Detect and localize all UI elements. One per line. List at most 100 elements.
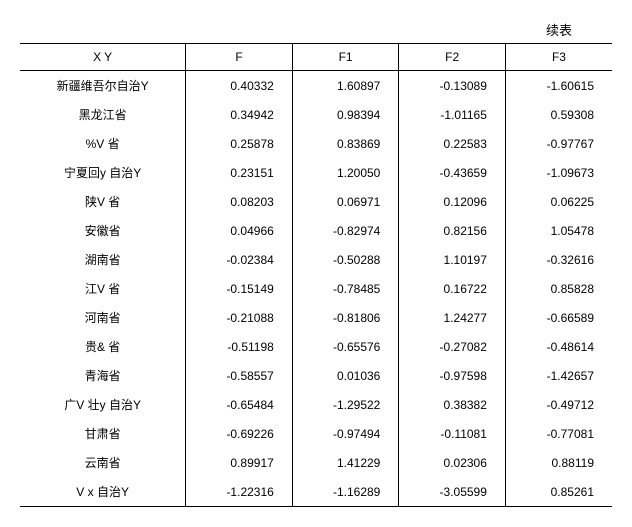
row-label: 河南省 xyxy=(20,303,186,332)
table-row: 甘肃省-0.69226-0.97494-0.11081-0.77081 xyxy=(20,419,612,448)
table-row: 湖南省-0.02384-0.502881.10197-0.32616 xyxy=(20,245,612,274)
row-label: 陕V 省 xyxy=(20,187,186,216)
table-row: 宁夏回y 自治Y0.231511.20050-0.43659-1.09673 xyxy=(20,158,612,187)
row-label: 湖南省 xyxy=(20,245,186,274)
row-value: -0.43659 xyxy=(399,158,506,187)
col-header-f2: F2 xyxy=(399,44,506,71)
row-value: -0.27082 xyxy=(399,332,506,361)
row-value: -0.97767 xyxy=(505,129,612,158)
table-row: 云南省0.899171.412290.023060.88119 xyxy=(20,448,612,477)
row-value: -0.97494 xyxy=(292,419,399,448)
row-label: 江V 省 xyxy=(20,274,186,303)
row-value: -1.42657 xyxy=(505,361,612,390)
table-row: 河南省-0.21088-0.818061.24277-0.66589 xyxy=(20,303,612,332)
row-value: -0.11081 xyxy=(399,419,506,448)
row-value: -1.60615 xyxy=(505,71,612,101)
row-label: 青海省 xyxy=(20,361,186,390)
row-value: -1.01165 xyxy=(399,100,506,129)
row-label: 安徽省 xyxy=(20,216,186,245)
table-row: 新疆维吾尔自治Y0.403321.60897-0.13089-1.60615 xyxy=(20,71,612,101)
row-value: -0.49712 xyxy=(505,390,612,419)
row-value: 1.10197 xyxy=(399,245,506,274)
table-caption: 续表 xyxy=(20,20,612,39)
table-row: 安徽省0.04966-0.829740.821561.05478 xyxy=(20,216,612,245)
row-label: 宁夏回y 自治Y xyxy=(20,158,186,187)
row-value: 1.05478 xyxy=(505,216,612,245)
row-value: -0.21088 xyxy=(186,303,293,332)
row-value: 0.08203 xyxy=(186,187,293,216)
row-value: -0.50288 xyxy=(292,245,399,274)
row-value: -1.16289 xyxy=(292,477,399,507)
row-value: -1.22316 xyxy=(186,477,293,507)
row-label: V x 自治Y xyxy=(20,477,186,507)
row-label: 云南省 xyxy=(20,448,186,477)
row-value: 0.23151 xyxy=(186,158,293,187)
row-value: 1.60897 xyxy=(292,71,399,101)
row-value: -0.48614 xyxy=(505,332,612,361)
row-value: 1.24277 xyxy=(399,303,506,332)
col-header-f1: F1 xyxy=(292,44,399,71)
table-row: 青海省-0.585570.01036-0.97598-1.42657 xyxy=(20,361,612,390)
row-value: 0.38382 xyxy=(399,390,506,419)
row-value: 0.06971 xyxy=(292,187,399,216)
data-table: X Y F F1 F2 F3 新疆维吾尔自治Y0.403321.60897-0.… xyxy=(20,43,612,507)
row-value: -0.51198 xyxy=(186,332,293,361)
table-row: %V 省0.258780.838690.22583-0.97767 xyxy=(20,129,612,158)
row-value: 0.85261 xyxy=(505,477,612,507)
row-value: 0.89917 xyxy=(186,448,293,477)
row-value: -3.05599 xyxy=(399,477,506,507)
row-value: 0.16722 xyxy=(399,274,506,303)
row-value: -0.66589 xyxy=(505,303,612,332)
row-value: 0.82156 xyxy=(399,216,506,245)
row-value: -0.77081 xyxy=(505,419,612,448)
row-value: -0.58557 xyxy=(186,361,293,390)
row-value: -0.02384 xyxy=(186,245,293,274)
col-header-f: F xyxy=(186,44,293,71)
row-value: 0.40332 xyxy=(186,71,293,101)
row-value: 0.01036 xyxy=(292,361,399,390)
row-value: 1.20050 xyxy=(292,158,399,187)
header-row: X Y F F1 F2 F3 xyxy=(20,44,612,71)
table-row: 江V 省-0.15149-0.784850.167220.85828 xyxy=(20,274,612,303)
table-row: 广V 壮y 自治Y-0.65484-1.295220.38382-0.49712 xyxy=(20,390,612,419)
row-value: -0.32616 xyxy=(505,245,612,274)
row-value: 0.98394 xyxy=(292,100,399,129)
row-value: -0.82974 xyxy=(292,216,399,245)
col-header-name: X Y xyxy=(20,44,186,71)
table-row: 黑龙江省0.349420.98394-1.011650.59308 xyxy=(20,100,612,129)
row-value: 0.88119 xyxy=(505,448,612,477)
row-value: -0.15149 xyxy=(186,274,293,303)
row-value: -0.97598 xyxy=(399,361,506,390)
row-value: 0.04966 xyxy=(186,216,293,245)
row-value: 0.02306 xyxy=(399,448,506,477)
row-value: 0.83869 xyxy=(292,129,399,158)
row-value: -0.81806 xyxy=(292,303,399,332)
table-row: 陕V 省0.082030.069710.120960.06225 xyxy=(20,187,612,216)
col-header-f3: F3 xyxy=(505,44,612,71)
row-value: 0.85828 xyxy=(505,274,612,303)
row-value: 0.06225 xyxy=(505,187,612,216)
row-value: 0.25878 xyxy=(186,129,293,158)
row-label: 甘肃省 xyxy=(20,419,186,448)
table-row: 贵& 省-0.51198-0.65576-0.27082-0.48614 xyxy=(20,332,612,361)
row-value: 0.22583 xyxy=(399,129,506,158)
table-body: 新疆维吾尔自治Y0.403321.60897-0.13089-1.60615黑龙… xyxy=(20,71,612,507)
row-value: 1.41229 xyxy=(292,448,399,477)
row-value: -0.65484 xyxy=(186,390,293,419)
row-value: -0.13089 xyxy=(399,71,506,101)
row-value: -1.29522 xyxy=(292,390,399,419)
row-value: -1.09673 xyxy=(505,158,612,187)
row-value: 0.59308 xyxy=(505,100,612,129)
row-label: 贵& 省 xyxy=(20,332,186,361)
row-value: 0.34942 xyxy=(186,100,293,129)
row-value: -0.65576 xyxy=(292,332,399,361)
row-value: -0.78485 xyxy=(292,274,399,303)
table-row: V x 自治Y-1.22316-1.16289-3.055990.85261 xyxy=(20,477,612,507)
row-label: %V 省 xyxy=(20,129,186,158)
row-label: 新疆维吾尔自治Y xyxy=(20,71,186,101)
row-value: -0.69226 xyxy=(186,419,293,448)
row-value: 0.12096 xyxy=(399,187,506,216)
row-label: 广V 壮y 自治Y xyxy=(20,390,186,419)
table-container: 续表 X Y F F1 F2 F3 新疆维吾尔自治Y0.403321.60897… xyxy=(20,20,612,507)
row-label: 黑龙江省 xyxy=(20,100,186,129)
